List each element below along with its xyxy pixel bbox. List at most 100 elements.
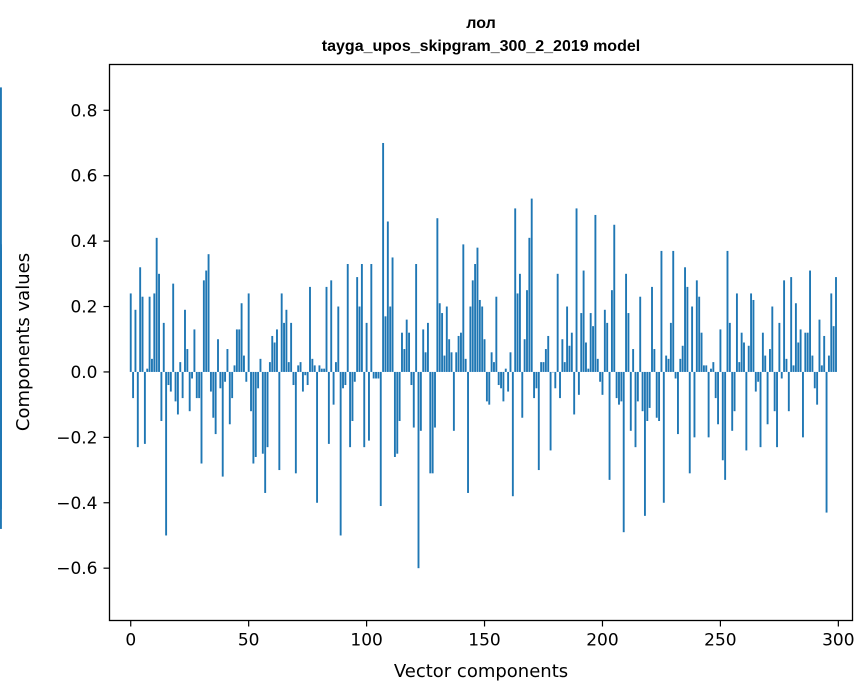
bar [769, 349, 771, 372]
bar [167, 371, 170, 386]
bar [757, 371, 760, 382]
plot-frame [108, 63, 854, 622]
bar [589, 313, 592, 372]
bar [627, 313, 630, 372]
bar [518, 273, 521, 372]
bar [521, 371, 524, 418]
bar [285, 309, 288, 372]
bar [351, 371, 354, 421]
bar [186, 349, 189, 372]
bar [259, 358, 262, 372]
y-axis-ticks: −0.6 −0.4 −0.2 0.0 0.2 0.4 0.6 0.8 [56, 101, 110, 579]
bar [143, 371, 146, 444]
bar [356, 277, 359, 372]
bar [771, 306, 774, 372]
bar [577, 371, 580, 395]
bar [290, 322, 293, 372]
bar [693, 371, 696, 438]
bar [191, 371, 193, 379]
y-tick-label: 0.0 [70, 363, 97, 383]
bar [662, 371, 665, 503]
bar [764, 355, 767, 372]
bar [209, 371, 212, 392]
bar [202, 280, 205, 372]
bar [268, 362, 271, 372]
bar [648, 371, 651, 408]
bar [379, 371, 382, 507]
bar [415, 264, 418, 372]
bar [332, 371, 335, 405]
bar [717, 371, 719, 425]
bar [0, 371, 2, 529]
bar [344, 371, 347, 386]
bar [566, 306, 569, 372]
bar [773, 371, 776, 412]
bar [280, 293, 283, 372]
bar [323, 368, 326, 372]
bar [0, 87, 2, 372]
bar [434, 371, 436, 428]
bar [530, 198, 533, 372]
bar [580, 313, 583, 372]
bar [339, 371, 342, 536]
bar [184, 309, 186, 372]
bar [502, 371, 505, 402]
bar [797, 342, 800, 372]
bar [382, 142, 385, 372]
bar [474, 264, 477, 372]
bar [766, 371, 769, 425]
bar [391, 257, 394, 372]
bar [372, 371, 375, 379]
bar [547, 335, 550, 372]
bar [679, 358, 682, 372]
bar [669, 322, 672, 372]
bar [799, 329, 802, 372]
bar [337, 306, 340, 372]
bar [618, 371, 620, 405]
bar [615, 371, 618, 399]
bar [460, 332, 462, 372]
bar [141, 296, 144, 372]
bar [561, 339, 564, 372]
bar [224, 371, 227, 382]
bar [174, 371, 177, 402]
bar [363, 371, 366, 448]
bar [622, 371, 625, 533]
bar [294, 371, 297, 474]
bar [207, 254, 210, 372]
x-tick-label: 250 [704, 631, 736, 651]
bar [516, 293, 519, 372]
chart-title: лол [466, 15, 496, 32]
bar [497, 371, 500, 386]
bar [205, 270, 208, 372]
bar [646, 371, 649, 421]
bar [554, 371, 557, 389]
bar [556, 273, 559, 372]
bar [613, 224, 616, 372]
bar [165, 371, 168, 536]
bar [257, 371, 260, 389]
bar [134, 309, 137, 372]
bar [780, 371, 783, 379]
bar [632, 349, 635, 372]
bar [559, 371, 561, 399]
bar [221, 371, 224, 477]
bar [443, 355, 446, 372]
bar [153, 293, 156, 372]
bar [500, 371, 502, 389]
bar [136, 371, 139, 448]
bar [176, 371, 179, 415]
bar [214, 371, 217, 435]
bar [448, 339, 451, 372]
bar [464, 358, 467, 372]
bar [747, 345, 750, 372]
bar [493, 362, 495, 372]
bar [346, 264, 349, 372]
y-tick-label: 0.8 [70, 101, 97, 121]
bar [592, 326, 594, 372]
bar [311, 358, 314, 372]
bar [608, 371, 611, 480]
bar [660, 250, 663, 372]
bar [485, 371, 488, 402]
